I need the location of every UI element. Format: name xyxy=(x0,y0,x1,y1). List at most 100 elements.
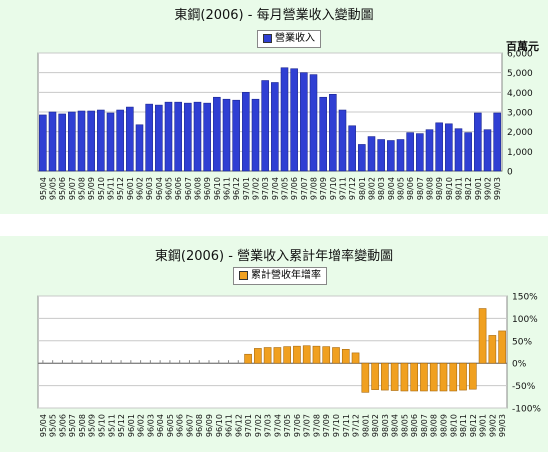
x-tick-label: 97/10 xyxy=(332,414,341,437)
x-tick-label: 96/12 xyxy=(234,414,243,437)
bar xyxy=(381,362,389,391)
x-tick-label: 99/03 xyxy=(498,414,507,437)
bar xyxy=(77,110,86,172)
x-tick-label: 97/02 xyxy=(252,177,261,200)
yoy-chart-legend: 累計營收年增率 xyxy=(233,267,327,285)
bar xyxy=(261,80,269,172)
x-tick-label: 99/02 xyxy=(484,177,493,200)
x-tick-label: 98/09 xyxy=(435,177,444,200)
revenue-chart-panel: 東鋼(2006) - 每月營業收入變動圖 營業收入 百萬元 6,000 5,000… xyxy=(0,0,548,214)
yoy-chart-title: 東鋼(2006) - 營業收入累計年增率變動圖 xyxy=(154,249,394,264)
x-tick-label: 99/03 xyxy=(493,177,502,200)
bar xyxy=(87,110,95,172)
x-tick-label: 95/04 xyxy=(39,177,48,200)
x-tick-label: 97/12 xyxy=(352,414,361,437)
x-tick-label: 98/11 xyxy=(455,177,464,200)
x-tick-label: 96/06 xyxy=(174,177,183,200)
y-tick-label: -100% xyxy=(512,405,541,415)
y-axis-unit: 百萬元 xyxy=(506,40,539,53)
y-tick-label: 2,000 xyxy=(507,128,533,138)
bar xyxy=(387,140,395,172)
x-tick-label: 98/07 xyxy=(420,414,429,437)
y-tick-label: -50% xyxy=(512,382,536,392)
x-tick-label: 97/11 xyxy=(342,414,351,437)
bar xyxy=(400,362,409,392)
bar xyxy=(493,112,501,172)
bar xyxy=(329,94,337,172)
x-tick-label: 97/02 xyxy=(254,414,263,437)
x-tick-label: 96/11 xyxy=(225,414,234,437)
x-tick-label: 98/12 xyxy=(464,177,473,200)
x-tick-label: 96/01 xyxy=(126,177,135,200)
y-tick-label: 0 xyxy=(507,168,513,178)
bar xyxy=(68,111,76,172)
bar xyxy=(459,362,467,391)
bar xyxy=(222,98,231,172)
x-tick-label: 95/07 xyxy=(68,414,77,437)
bar xyxy=(474,112,482,172)
bar xyxy=(429,362,438,392)
bar xyxy=(464,132,472,172)
x-tick-label: 97/05 xyxy=(281,177,290,200)
x-tick-label: 95/10 xyxy=(97,177,106,200)
y-tick-label: 100% xyxy=(512,315,538,325)
y-tick-label: 50% xyxy=(512,337,532,347)
x-tick-label: 96/04 xyxy=(156,414,165,437)
x-tick-label: 97/08 xyxy=(310,177,319,200)
bar xyxy=(48,111,57,172)
x-tick-label: 96/10 xyxy=(215,414,224,437)
x-tick-label: 98/08 xyxy=(430,414,439,437)
bar xyxy=(290,68,298,172)
x-tick-label: 95/05 xyxy=(49,177,58,200)
x-tick-label: 96/02 xyxy=(137,414,146,437)
x-tick-label: 98/02 xyxy=(371,414,380,437)
x-tick-label: 98/02 xyxy=(368,177,377,200)
x-tick-label: 96/02 xyxy=(136,177,145,200)
bar xyxy=(254,348,262,364)
legend-swatch xyxy=(263,33,272,43)
x-tick-label: 98/12 xyxy=(469,414,478,437)
x-tick-label: 97/01 xyxy=(244,414,253,437)
x-tick-label: 97/04 xyxy=(271,177,280,200)
bar xyxy=(358,144,366,172)
y-tick-label: 5,000 xyxy=(507,69,533,79)
bar xyxy=(488,335,497,364)
x-tick-label: 97/06 xyxy=(290,177,299,200)
x-tick-label: 96/07 xyxy=(185,414,194,437)
bar xyxy=(425,129,434,172)
bar xyxy=(184,102,192,172)
bar xyxy=(135,124,144,172)
bar xyxy=(435,122,443,172)
x-tick-label: 98/11 xyxy=(459,414,468,437)
x-tick-label: 97/04 xyxy=(273,414,282,437)
x-tick-label: 95/11 xyxy=(107,414,116,437)
bar xyxy=(58,113,66,172)
bar xyxy=(478,308,487,364)
bar xyxy=(390,362,399,391)
x-tick-label: 95/04 xyxy=(39,414,48,437)
x-tick-label: 98/10 xyxy=(445,177,454,200)
yoy-bar-chart: 150%100%50%0%-50%-100%95/04 95/05 95/06 95/… xyxy=(37,293,541,437)
x-tick-label: 96/11 xyxy=(223,177,232,200)
x-tick-label: 95/10 xyxy=(98,414,107,437)
x-tick-label: 95/09 xyxy=(88,414,97,437)
bar xyxy=(39,114,47,172)
bar xyxy=(371,362,379,390)
revenue-chart-legend: 營業收入 xyxy=(257,30,321,48)
x-tick-label: 97/05 xyxy=(283,414,292,437)
x-tick-label: 97/09 xyxy=(322,414,331,437)
x-tick-label: 96/03 xyxy=(146,414,155,437)
bar xyxy=(283,346,291,364)
bar xyxy=(312,345,321,364)
x-tick-label: 95/12 xyxy=(117,414,126,437)
bar xyxy=(280,67,289,172)
bar xyxy=(300,72,308,172)
x-tick-label: 96/08 xyxy=(194,177,203,200)
bar xyxy=(106,112,115,172)
bar xyxy=(454,128,463,172)
bar xyxy=(416,133,424,172)
x-tick-label: 96/09 xyxy=(203,177,212,200)
x-tick-label: 96/10 xyxy=(213,177,222,200)
bar xyxy=(348,125,356,172)
